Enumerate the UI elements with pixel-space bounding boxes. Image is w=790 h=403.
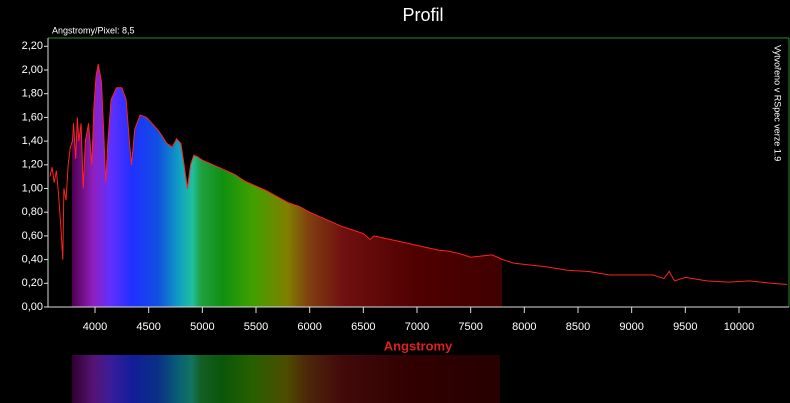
x-tick-label: 8000 <box>512 321 536 333</box>
x-tick-label: 5000 <box>190 321 214 333</box>
x-tick-label: 4500 <box>136 321 160 333</box>
x-tick-label: 4000 <box>83 321 107 333</box>
x-axis-label: Angstromy <box>384 338 453 353</box>
x-tick-label: 7500 <box>458 321 482 333</box>
credit: Vytvořeno v RSpec verze 1.9 <box>773 45 783 161</box>
y-tick-label: 0,80 <box>22 206 43 218</box>
x-tick-label: 8500 <box>566 321 590 333</box>
y-tick-label: 0,20 <box>22 277 43 289</box>
y-tick-label: 1,00 <box>22 182 43 194</box>
x-tick-label: 6500 <box>351 321 375 333</box>
x-tick-label: 9500 <box>673 321 697 333</box>
y-tick-label: 0,40 <box>22 254 43 266</box>
x-tick-label: 9000 <box>619 321 643 333</box>
y-tick-label: 0,00 <box>22 301 43 313</box>
spectrum-fill <box>72 64 502 307</box>
x-tick-label: 5500 <box>244 321 268 333</box>
y-tick-label: 1,60 <box>22 111 43 123</box>
y-tick-label: 2,20 <box>22 40 43 52</box>
x-tick-label: 10000 <box>724 321 755 333</box>
y-tick-label: 1,80 <box>22 88 43 100</box>
spectrum-strip <box>72 355 500 403</box>
spectrum-line <box>49 63 788 285</box>
y-tick-label: 1,40 <box>22 135 43 147</box>
y-tick-label: 2,00 <box>22 64 43 76</box>
chart-title: Profil <box>402 5 443 25</box>
annotation: Angstromy/Pixel: 8,5 <box>52 25 135 35</box>
x-tick-label: 7000 <box>405 321 429 333</box>
y-tick-label: 0,60 <box>22 230 43 242</box>
x-tick-label: 6000 <box>297 321 321 333</box>
y-tick-label: 1,20 <box>22 159 43 171</box>
